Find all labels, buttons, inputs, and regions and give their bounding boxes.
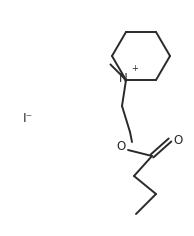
Text: +: +	[131, 64, 138, 73]
Text: O: O	[117, 139, 126, 152]
Text: O: O	[173, 134, 182, 147]
Text: I⁻: I⁻	[23, 111, 33, 125]
Text: N: N	[119, 72, 127, 85]
